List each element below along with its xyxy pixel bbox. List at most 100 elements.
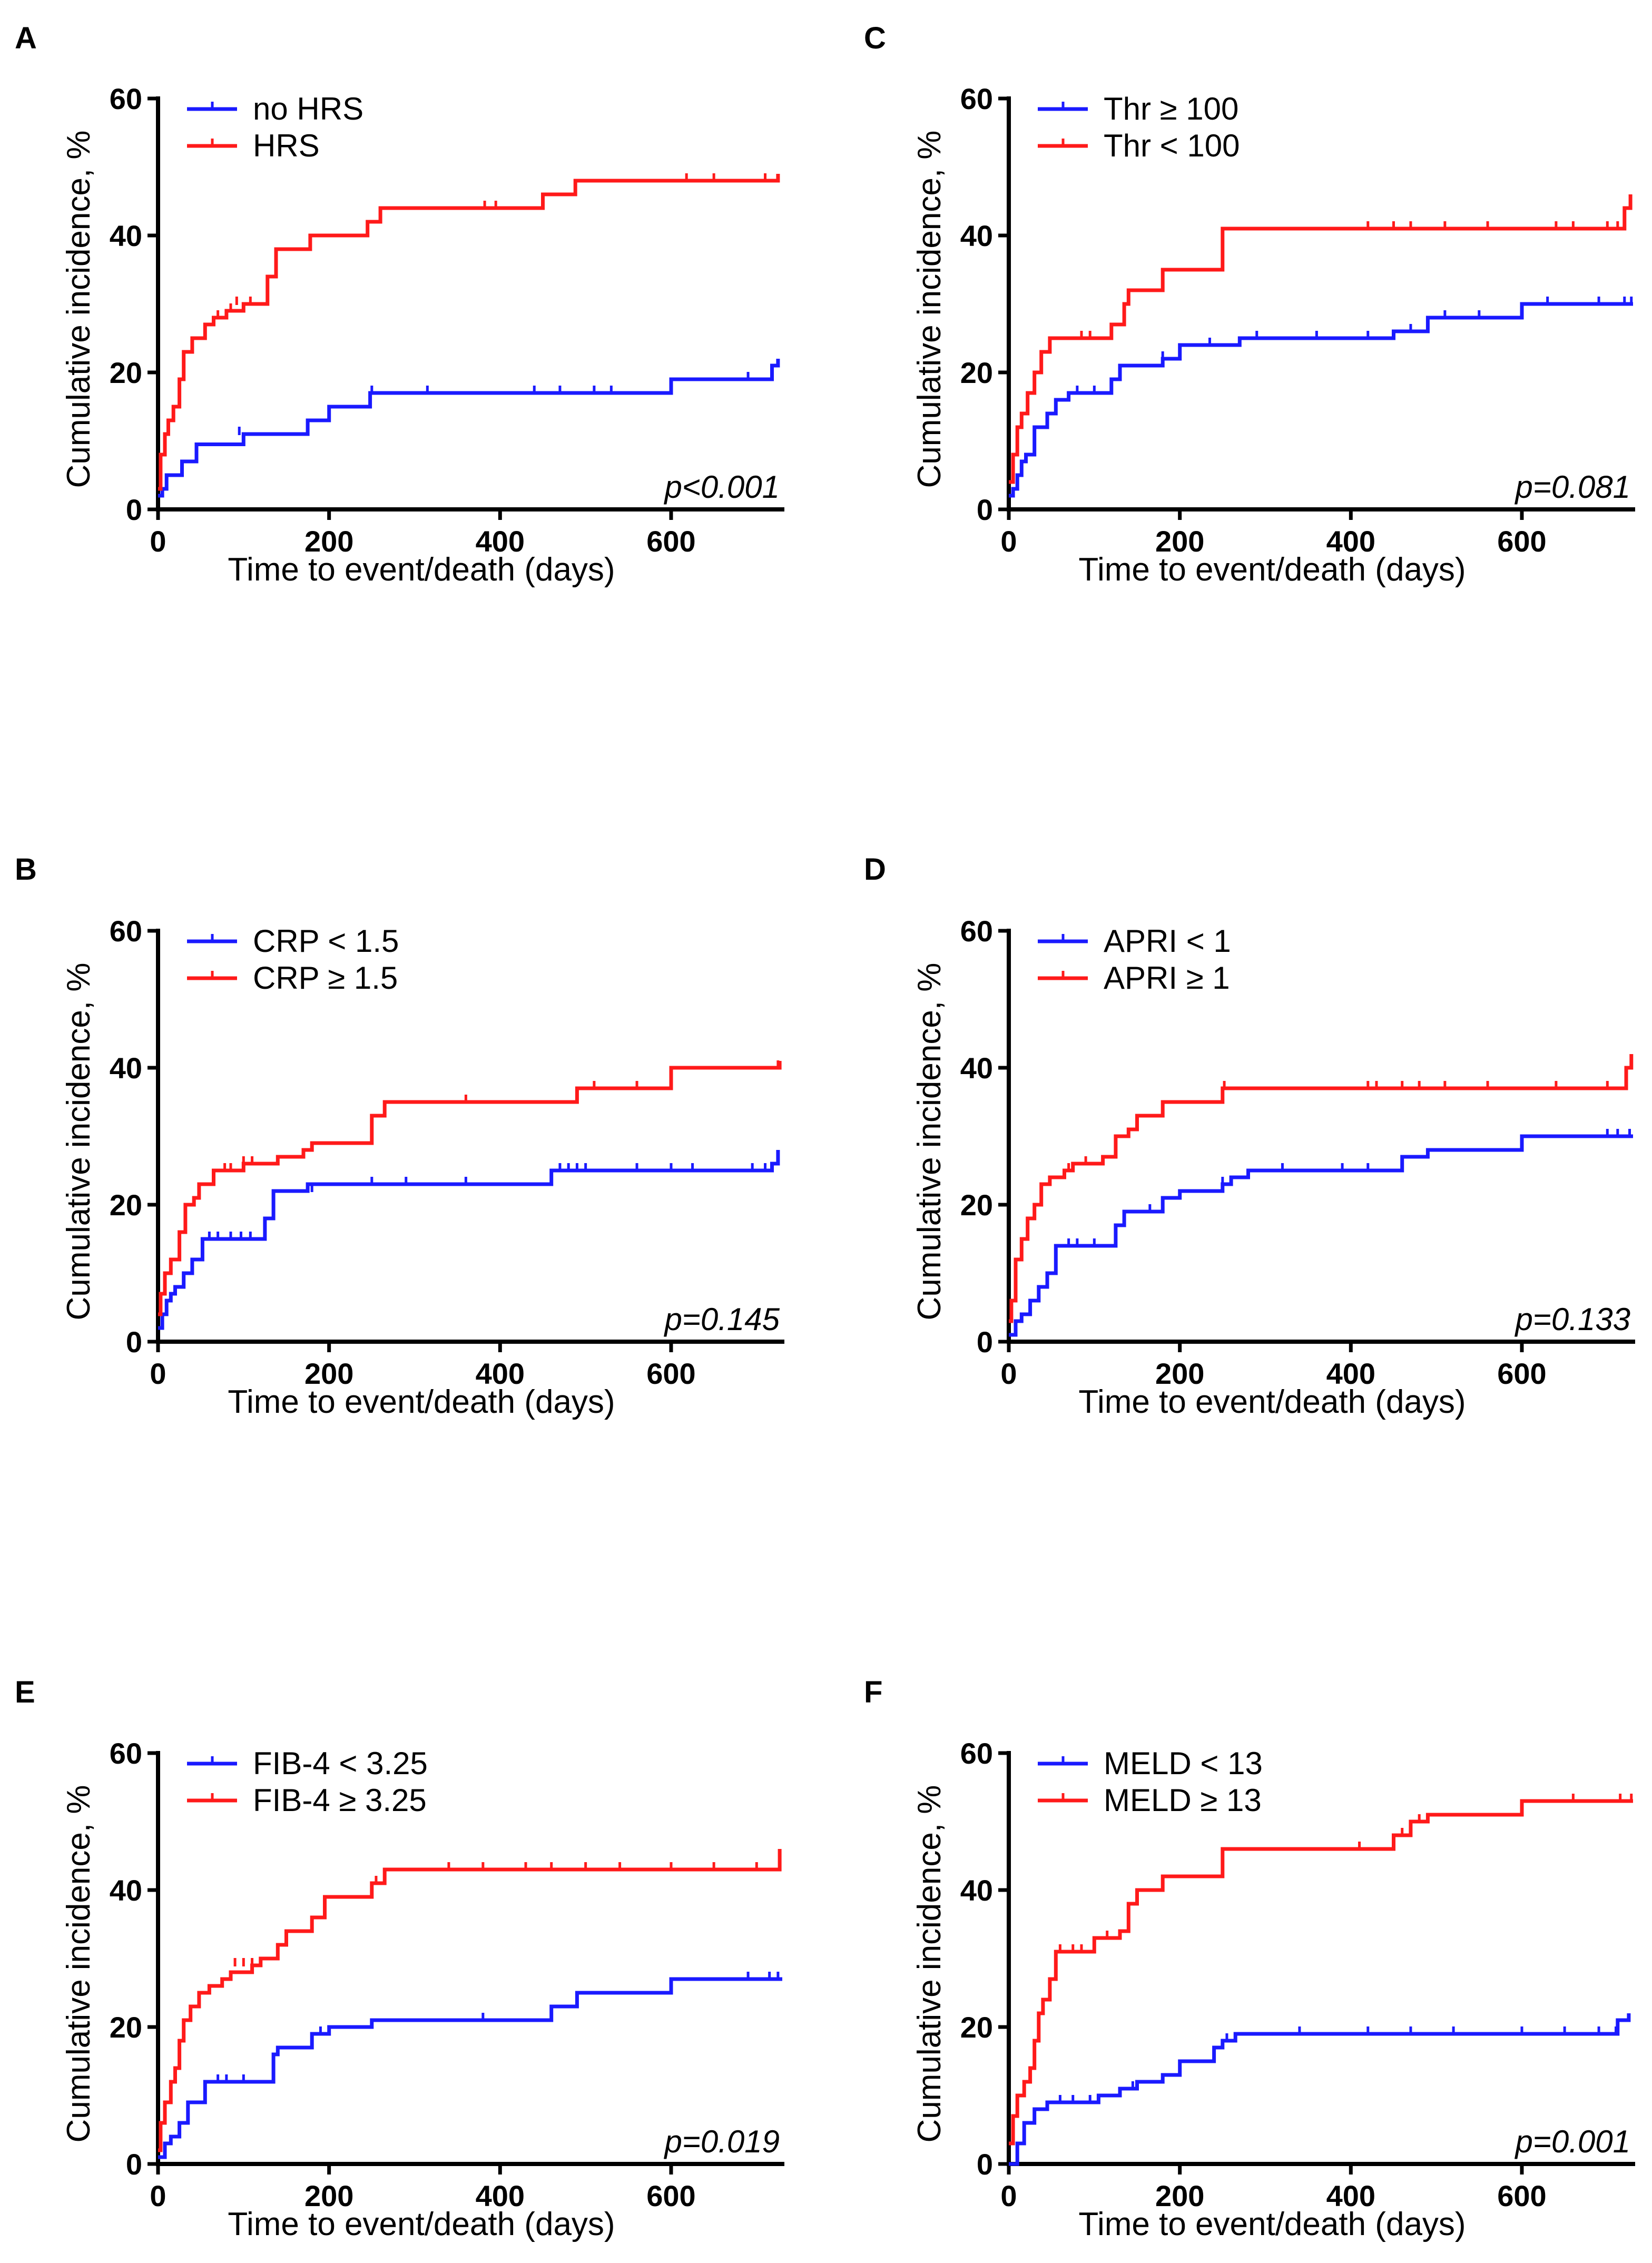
legend-label: CRP < 1.5 — [253, 923, 399, 959]
y-tick-label: 20 — [960, 356, 993, 389]
series-line-red — [158, 1849, 782, 2152]
y-tick-label: 60 — [110, 1737, 142, 1770]
y-axis-title: Cumulative incidence, % — [911, 1785, 948, 2143]
panel-letter: E — [15, 1675, 35, 1709]
y-tick-label: 60 — [960, 1737, 993, 1770]
x-tick-label: 0 — [1000, 2179, 1017, 2212]
x-tick-label: 200 — [304, 2179, 353, 2212]
x-tick-label: 200 — [1155, 2179, 1204, 2212]
legend-label: MELD ≥ 13 — [1104, 1783, 1262, 1818]
p-value: p=0.019 — [663, 2124, 780, 2159]
y-tick-label: 40 — [110, 1874, 142, 1907]
x-tick-label: 600 — [646, 525, 695, 558]
y-tick-label: 20 — [110, 1188, 142, 1222]
y-tick-label: 40 — [960, 1051, 993, 1085]
panel-letter: B — [15, 852, 37, 887]
x-tick-label: 200 — [1155, 525, 1204, 558]
x-axis-title: Time to event/death (days) — [1078, 2206, 1466, 2242]
x-tick-label: 400 — [476, 2179, 525, 2212]
x-tick-label: 600 — [646, 2179, 695, 2212]
legend-label: Thr ≥ 100 — [1104, 91, 1238, 126]
series-line-red — [1009, 1054, 1634, 1323]
x-tick-label: 400 — [1326, 525, 1375, 558]
x-tick-label: 0 — [1000, 1357, 1017, 1390]
x-tick-label: 400 — [1326, 2179, 1375, 2212]
x-axis-title: Time to event/death (days) — [228, 1384, 615, 1420]
series-line-red — [158, 174, 780, 491]
p-value: p=0.145 — [663, 1302, 780, 1337]
x-tick-label: 400 — [476, 1357, 525, 1390]
x-axis-title: Time to event/death (days) — [228, 552, 615, 588]
legend-label: APRI < 1 — [1104, 923, 1231, 959]
y-tick-label: 0 — [977, 1325, 993, 1359]
series-line-red — [158, 1061, 782, 1316]
panel-letter: F — [864, 1675, 882, 1709]
axes — [156, 929, 784, 1344]
panel-letter: C — [864, 21, 886, 55]
y-tick-label: 0 — [977, 2148, 993, 2181]
legend-label: HRS — [253, 128, 320, 163]
x-tick-label: 600 — [646, 1357, 695, 1390]
legend-label: APRI ≥ 1 — [1104, 960, 1230, 996]
series-line-blue — [158, 1977, 782, 2159]
p-value: p<0.001 — [663, 469, 780, 505]
y-axis-title: Cumulative incidence, % — [61, 963, 97, 1321]
legend-label: MELD < 13 — [1104, 1746, 1263, 1781]
y-tick-label: 20 — [960, 2011, 993, 2044]
p-value: p=0.081 — [1514, 469, 1630, 505]
series-line-blue — [1009, 2013, 1631, 2166]
y-tick-label: 40 — [960, 1874, 993, 1907]
p-value: p=0.133 — [1514, 1302, 1630, 1337]
y-tick-label: 20 — [110, 356, 142, 389]
x-tick-label: 600 — [1497, 2179, 1546, 2212]
axes — [1007, 1751, 1635, 2166]
y-tick-label: 60 — [110, 914, 142, 948]
series-line-red — [1009, 194, 1633, 484]
legend-label: FIB-4 < 3.25 — [253, 1746, 428, 1781]
series-line-blue — [158, 1150, 780, 1330]
y-tick-label: 0 — [126, 1325, 142, 1359]
y-tick-label: 0 — [126, 2148, 142, 2181]
x-tick-label: 400 — [476, 525, 525, 558]
y-tick-label: 60 — [960, 82, 993, 115]
legend-label: no HRS — [253, 91, 363, 126]
p-value: p=0.001 — [1514, 2124, 1630, 2159]
x-tick-label: 200 — [1155, 1357, 1204, 1390]
y-tick-label: 40 — [960, 219, 993, 252]
x-tick-label: 600 — [1497, 1357, 1546, 1390]
y-axis-title: Cumulative incidence, % — [61, 1785, 97, 2143]
x-tick-label: 0 — [1000, 525, 1017, 558]
x-axis-title: Time to event/death (days) — [1078, 552, 1466, 588]
x-tick-label: 0 — [150, 525, 166, 558]
legend-label: CRP ≥ 1.5 — [253, 960, 398, 996]
x-tick-label: 400 — [1326, 1357, 1375, 1390]
x-tick-label: 200 — [304, 525, 353, 558]
y-tick-label: 40 — [110, 1051, 142, 1085]
legend-label: Thr < 100 — [1104, 128, 1240, 163]
x-tick-label: 0 — [150, 2179, 166, 2212]
series-line-blue — [1009, 1134, 1633, 1337]
y-tick-label: 60 — [110, 82, 142, 115]
series-line-blue — [1009, 302, 1633, 498]
y-tick-label: 60 — [960, 914, 993, 948]
y-tick-label: 0 — [977, 493, 993, 526]
x-axis-title: Time to event/death (days) — [228, 2206, 615, 2242]
y-tick-label: 20 — [110, 2011, 142, 2044]
x-tick-label: 0 — [150, 1357, 166, 1390]
legend-label: FIB-4 ≥ 3.25 — [253, 1783, 427, 1818]
y-axis-title: Cumulative incidence, % — [911, 963, 948, 1321]
x-tick-label: 200 — [304, 1357, 353, 1390]
x-axis-title: Time to event/death (days) — [1078, 1384, 1466, 1420]
y-tick-label: 0 — [126, 493, 142, 526]
panel-letter: A — [15, 21, 37, 55]
y-tick-label: 20 — [960, 1188, 993, 1222]
panel-letter: D — [864, 852, 886, 887]
y-axis-title: Cumulative incidence, % — [61, 131, 97, 488]
y-axis-title: Cumulative incidence, % — [911, 131, 948, 488]
